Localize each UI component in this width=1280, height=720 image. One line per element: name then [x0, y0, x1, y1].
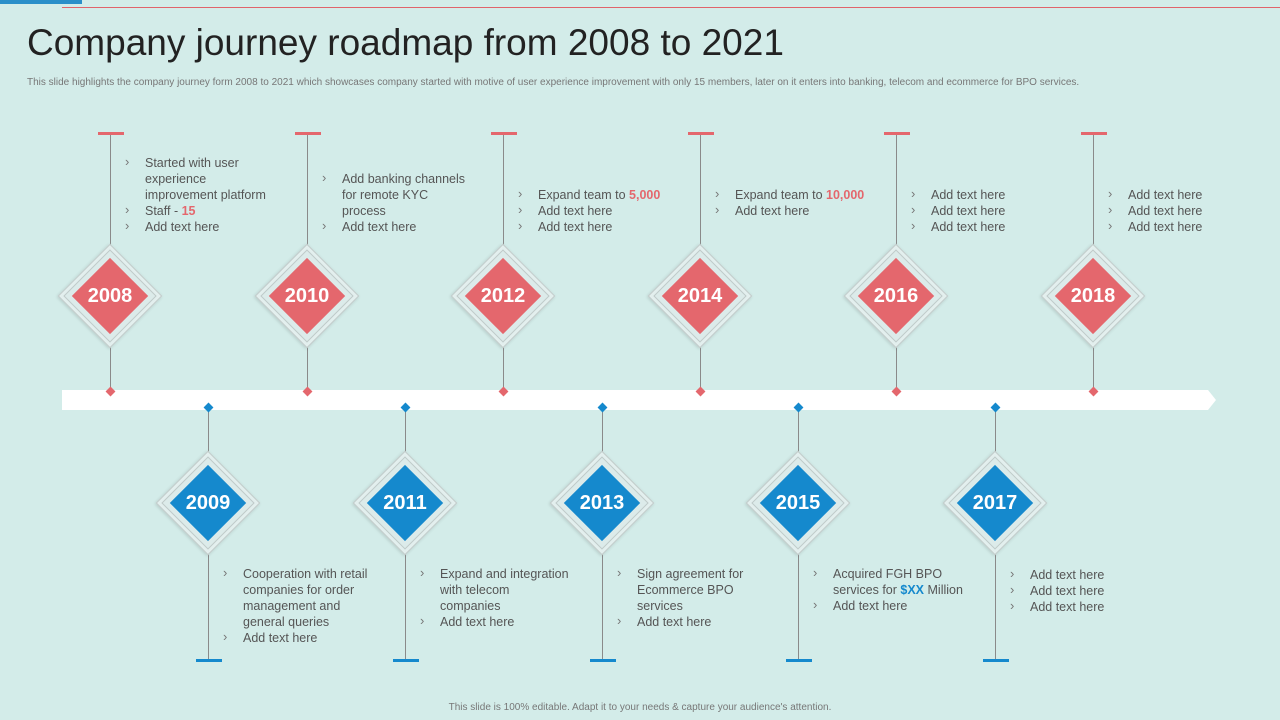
milestone-details-list: Sign agreement for Ecommerce BPO service… — [617, 565, 767, 630]
year-label: 2015 — [775, 492, 821, 514]
milestone-detail-item: Expand team to 10,000 — [715, 186, 865, 203]
milestone-cap — [688, 132, 714, 135]
footer-note: This slide is 100% editable. Adapt it to… — [448, 702, 832, 713]
highlight-value: 5,000 — [629, 188, 661, 202]
milestone-cap — [295, 132, 321, 135]
milestone-detail-item: Expand and integration with telecom comp… — [420, 565, 570, 614]
detail-text: Add text here — [637, 615, 712, 629]
milestone-cap — [491, 132, 517, 135]
milestone-details-list: Expand team to 5,000Add text hereAdd tex… — [518, 186, 668, 235]
highlight-value: 15 — [181, 204, 196, 218]
page-title: Company journey roadmap from 2008 to 202… — [27, 22, 784, 63]
milestone-detail-item: Add text here — [1010, 566, 1160, 583]
detail-text: Add text here — [1128, 204, 1203, 218]
detail-text: Add text here — [931, 204, 1006, 218]
milestone-details-list: Add text here Add text here Add text here — [1010, 566, 1160, 615]
year-label: 2012 — [480, 285, 526, 307]
detail-text: Add text here — [342, 220, 417, 234]
detail-text: Cooperation with retail companies for or… — [243, 567, 368, 629]
milestone-detail-item: Started with user experience improvement… — [125, 154, 275, 203]
milestone-cap — [590, 659, 616, 662]
milestone-detail-item: Add text here — [322, 218, 472, 235]
milestone-cap — [786, 659, 812, 662]
milestone-details-list: Expand team to 10,000Add text here — [715, 186, 865, 219]
detail-text: Add text here — [833, 599, 908, 613]
milestone-detail-item: Cooperation with retail companies for or… — [223, 565, 373, 630]
milestone-cap — [884, 132, 910, 135]
milestone-detail-item: Expand team to 5,000 — [518, 186, 668, 203]
milestone-detail-item: Acquired FGH BPO services for $XX Millio… — [813, 565, 963, 598]
detail-text: Expand and integration with telecom comp… — [440, 567, 569, 613]
milestone-detail-item: Add text here — [420, 613, 570, 630]
year-label: 2010 — [284, 285, 330, 307]
milestone-detail-item: Add text here — [911, 202, 1061, 219]
detail-text: Staff - — [145, 204, 182, 218]
year-label: 2016 — [873, 285, 919, 307]
detail-text: Started with user experience improvement… — [145, 156, 266, 202]
year-label: 2011 — [383, 492, 427, 514]
detail-text: Add text here — [1030, 568, 1105, 582]
detail-text: Add text here — [931, 188, 1006, 202]
milestone-detail-item: Add text here — [911, 218, 1061, 235]
detail-text: Add text here — [1030, 584, 1105, 598]
milestone-detail-item: Add text here — [813, 597, 963, 614]
milestone-detail-item: Add text here — [223, 629, 373, 646]
milestone-detail-item: Add text here — [1010, 598, 1160, 615]
milestone-detail-item: Add text here — [617, 613, 767, 630]
milestone-cap — [983, 659, 1009, 662]
milestone-detail-item: Add text here — [715, 202, 865, 219]
page-subtitle: This slide highlights the company journe… — [27, 77, 1080, 88]
milestone-details-list: Add banking channels for remote KYC proc… — [322, 170, 472, 235]
milestone-details-list: Acquired FGH BPO services for $XX Millio… — [813, 565, 963, 614]
top-accent-bar — [0, 0, 82, 4]
detail-text: Add text here — [1128, 188, 1203, 202]
milestone-detail-item: Add text here — [911, 186, 1061, 203]
detail-text: Add text here — [145, 220, 220, 234]
milestone-details-list: Add text here Add text here Add text here — [911, 186, 1061, 235]
year-label: 2017 — [972, 492, 1018, 514]
milestone-detail-item: Add text here — [125, 218, 275, 235]
milestone-cap — [393, 659, 419, 662]
highlight-value: 10,000 — [826, 188, 865, 202]
detail-text: Add text here — [538, 220, 613, 234]
year-label: 2009 — [185, 492, 231, 514]
year-label: 2013 — [579, 492, 625, 514]
milestone-detail-item: Add text here — [518, 202, 668, 219]
milestone-detail-item: Add text here — [1108, 202, 1258, 219]
milestone-details-list: Cooperation with retail companies for or… — [223, 565, 373, 646]
year-label: 2008 — [87, 285, 133, 307]
detail-text: Million — [924, 583, 963, 597]
highlight-value: $XX — [900, 583, 925, 597]
milestone-details-list: Add text here Add text here Add text here — [1108, 186, 1258, 235]
detail-text: Add text here — [1128, 220, 1203, 234]
detail-text: Expand team to — [538, 188, 630, 202]
milestone-details-list: Expand and integration with telecom comp… — [420, 565, 570, 630]
detail-text: Add text here — [1030, 600, 1105, 614]
detail-text: Sign agreement for Ecommerce BPO service… — [637, 567, 744, 613]
detail-text: Add text here — [243, 631, 318, 645]
detail-text: Add text here — [735, 204, 810, 218]
detail-text: Add text here — [538, 204, 613, 218]
milestone-detail-item: Add text here — [1010, 582, 1160, 599]
milestone-detail-item: Add text here — [1108, 218, 1258, 235]
timeline-arrow-bar — [62, 390, 1216, 410]
milestone-detail-item: Add text here — [1108, 186, 1258, 203]
detail-text: Add text here — [931, 220, 1006, 234]
detail-text: Expand team to — [735, 188, 827, 202]
year-label: 2018 — [1070, 285, 1116, 307]
milestone-detail-item: Staff - 15 — [125, 202, 275, 219]
milestone-cap — [1081, 132, 1107, 135]
year-label: 2014 — [677, 285, 723, 307]
milestone-details-list: Started with user experience improvement… — [125, 154, 275, 235]
milestone-cap — [98, 132, 124, 135]
milestone-cap — [196, 659, 222, 662]
milestone-detail-item: Add text here — [518, 218, 668, 235]
detail-text: Acquired FGH BPO services for — [833, 567, 943, 597]
detail-text: Add banking channels for remote KYC proc… — [342, 172, 466, 218]
detail-text: Add text here — [440, 615, 515, 629]
milestone-detail-item: Sign agreement for Ecommerce BPO service… — [617, 565, 767, 614]
milestone-detail-item: Add banking channels for remote KYC proc… — [322, 170, 472, 219]
top-divider-line — [62, 7, 1280, 8]
